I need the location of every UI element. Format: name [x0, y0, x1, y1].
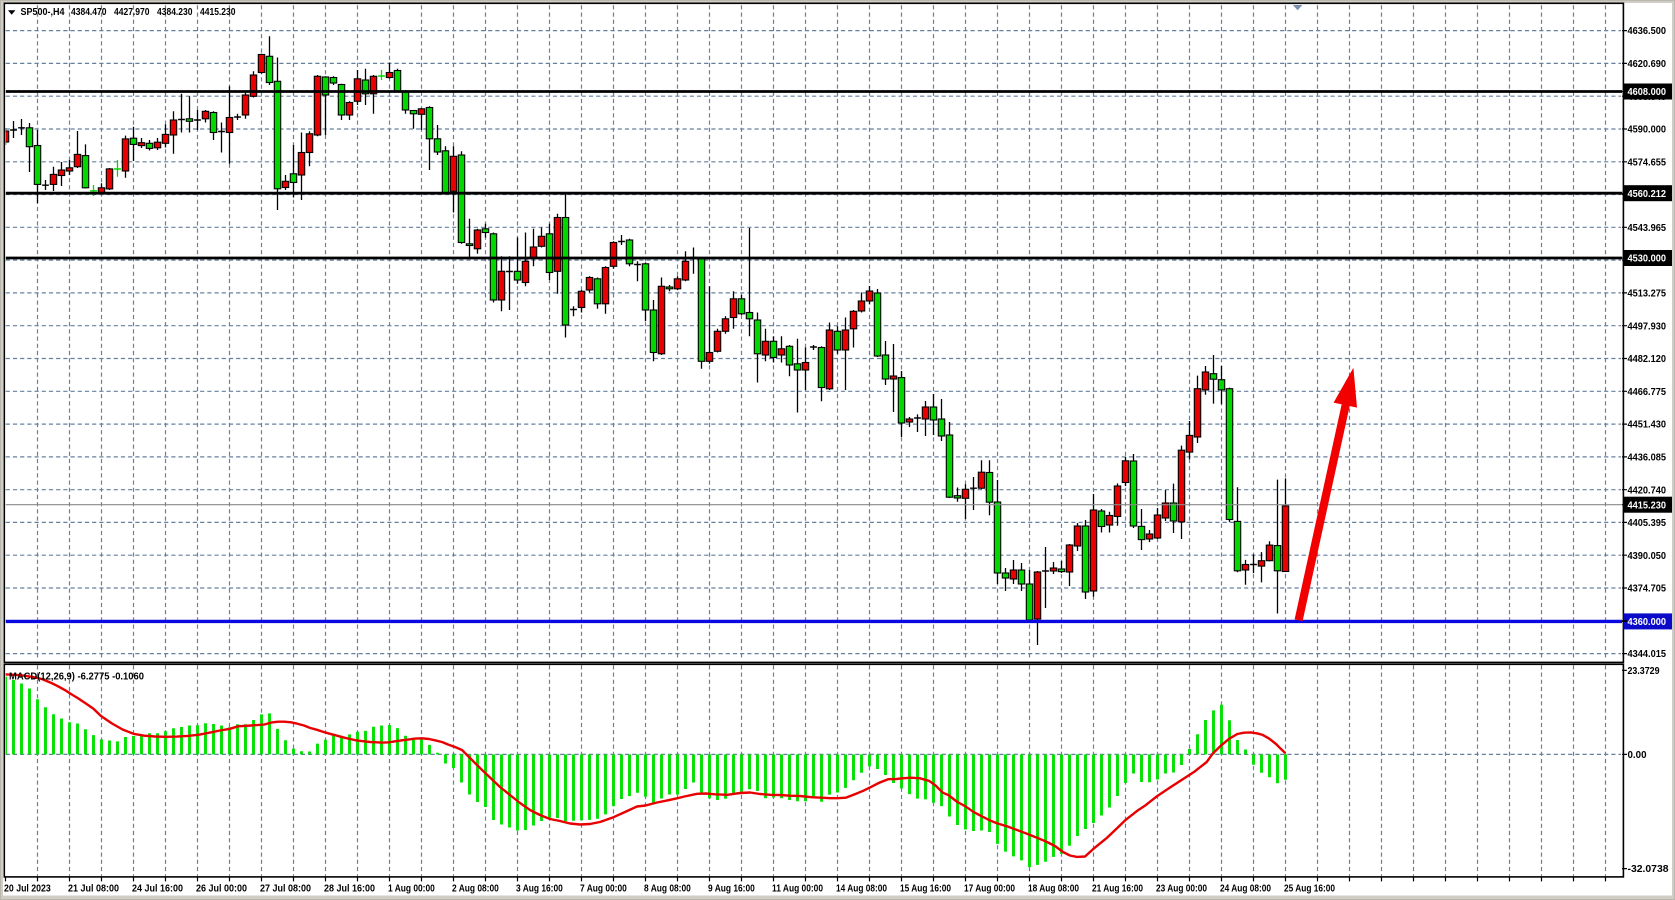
svg-text:4360.000: 4360.000	[1628, 617, 1667, 628]
svg-text:4482.120: 4482.120	[1628, 354, 1667, 365]
svg-text:0.00: 0.00	[1628, 750, 1647, 761]
svg-text:-32.0738: -32.0738	[1628, 864, 1669, 875]
svg-text:9 Aug 16:00: 9 Aug 16:00	[708, 884, 755, 895]
svg-text:2 Aug 08:00: 2 Aug 08:00	[452, 884, 499, 895]
svg-text:4344.015: 4344.015	[1628, 649, 1667, 660]
svg-text:4560.212: 4560.212	[1628, 189, 1667, 200]
svg-text:11 Aug 00:00: 11 Aug 00:00	[772, 884, 823, 895]
svg-text:21 Jul 08:00: 21 Jul 08:00	[68, 884, 119, 895]
svg-text:4620.690: 4620.690	[1628, 59, 1667, 70]
svg-text:23 Aug 00:00: 23 Aug 00:00	[1156, 884, 1207, 895]
svg-text:1 Aug 00:00: 1 Aug 00:00	[388, 884, 435, 895]
svg-text:20 Jul 2023: 20 Jul 2023	[4, 884, 51, 895]
svg-text:4374.705: 4374.705	[1628, 584, 1667, 595]
svg-text:8 Aug 08:00: 8 Aug 08:00	[644, 884, 691, 895]
svg-text:17 Aug 00:00: 17 Aug 00:00	[964, 884, 1015, 895]
svg-text:4590.000: 4590.000	[1628, 125, 1667, 136]
svg-text:24 Jul 16:00: 24 Jul 16:00	[132, 884, 183, 895]
svg-text:4390.050: 4390.050	[1628, 551, 1667, 562]
svg-text:SP500-,H4: SP500-,H4	[21, 6, 65, 18]
svg-text:4636.500: 4636.500	[1628, 26, 1667, 37]
svg-text:4415.230: 4415.230	[1628, 500, 1667, 511]
svg-text:25 Aug 16:00: 25 Aug 16:00	[1284, 884, 1335, 895]
svg-text:4513.275: 4513.275	[1628, 289, 1667, 300]
svg-text:3 Aug 16:00: 3 Aug 16:00	[516, 884, 563, 895]
svg-text:4497.930: 4497.930	[1628, 321, 1667, 332]
svg-text:4415.230: 4415.230	[200, 6, 236, 18]
svg-text:4608.000: 4608.000	[1628, 87, 1667, 98]
svg-text:4384.230: 4384.230	[157, 6, 193, 18]
svg-text:4420.740: 4420.740	[1628, 485, 1667, 496]
svg-text:18 Aug 08:00: 18 Aug 08:00	[1028, 884, 1079, 895]
svg-text:4436.085: 4436.085	[1628, 452, 1667, 463]
svg-text:28 Jul 16:00: 28 Jul 16:00	[324, 884, 375, 895]
svg-text:4530.000: 4530.000	[1628, 254, 1667, 265]
svg-text:4451.430: 4451.430	[1628, 420, 1667, 431]
svg-text:4543.965: 4543.965	[1628, 223, 1667, 234]
svg-text:MACD(12,26,9) -6.2775 -0.1060: MACD(12,26,9) -6.2775 -0.1060	[9, 671, 144, 682]
svg-text:4405.395: 4405.395	[1628, 518, 1667, 529]
svg-text:15 Aug 16:00: 15 Aug 16:00	[900, 884, 951, 895]
svg-text:7 Aug 00:00: 7 Aug 00:00	[580, 884, 627, 895]
svg-text:4574.655: 4574.655	[1628, 157, 1667, 168]
svg-text:27 Jul 08:00: 27 Jul 08:00	[260, 884, 311, 895]
svg-text:26 Jul 00:00: 26 Jul 00:00	[196, 884, 247, 895]
svg-text:14 Aug 08:00: 14 Aug 08:00	[836, 884, 887, 895]
svg-text:4384.470: 4384.470	[71, 6, 107, 18]
svg-text:23.3729: 23.3729	[1628, 666, 1660, 677]
svg-text:24 Aug 08:00: 24 Aug 08:00	[1220, 884, 1271, 895]
svg-text:4466.775: 4466.775	[1628, 387, 1667, 398]
svg-text:21 Aug 16:00: 21 Aug 16:00	[1092, 884, 1143, 895]
svg-text:4427.970: 4427.970	[114, 6, 150, 18]
